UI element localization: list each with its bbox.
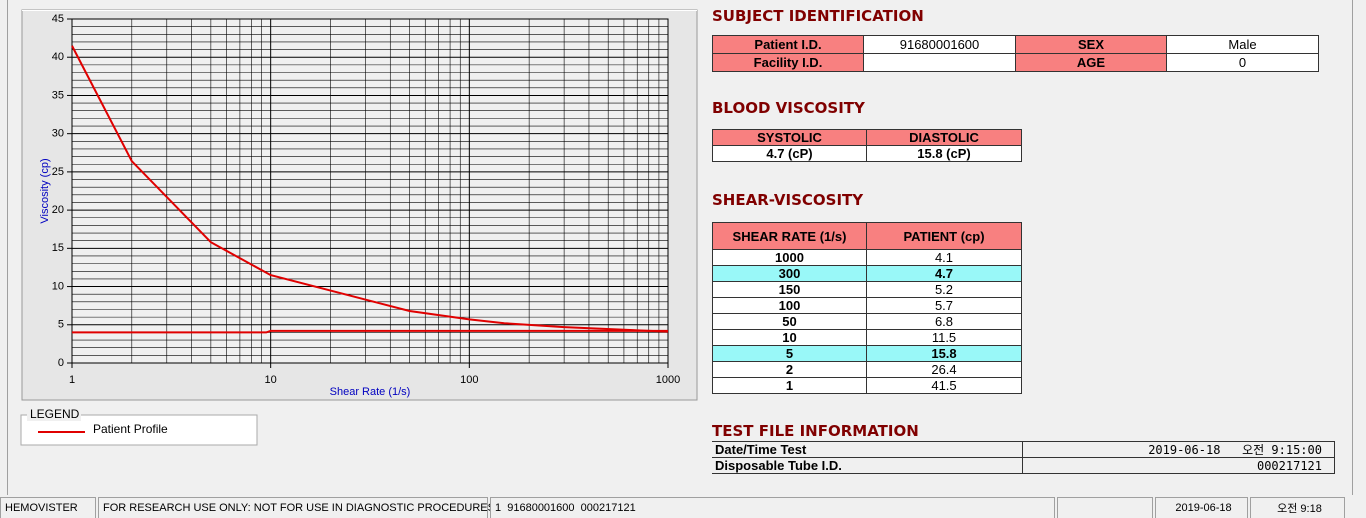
y-tick-label: 15 [52,242,64,254]
section-title: SUBJECT IDENTIFICATION [712,7,924,25]
y-tick-label: 5 [58,319,64,331]
y-tick-label: 0 [58,357,64,369]
legend-title: LEGEND [30,407,80,421]
section-title: TEST FILE INFORMATION [712,422,919,440]
column-header: SHEAR RATE (1/s) [712,222,867,250]
column-header: PATIENT (cp) [866,222,1022,250]
x-tick-label: 10 [265,374,277,386]
status-cell [1057,497,1153,518]
status-cell: 2019-06-18 [1155,497,1248,518]
info-value: 2019-06-18 오전 9:15:00 [1022,441,1335,458]
patient-viscosity: 11.5 [866,329,1022,346]
patient-viscosity: 4.1 [866,249,1022,266]
shear-rate: 100 [712,297,867,314]
shear-rate: 5 [712,345,867,362]
chart: Shear Rate (1/s) Viscosity (cp) LEGEND 0… [20,9,698,446]
legend-title-bg [27,409,81,421]
shear-rate: 2 [712,361,867,378]
field-value: Male [1166,35,1319,54]
field-label: Patient I.D. [712,35,864,54]
y-tick-label: 40 [52,51,64,63]
info-label: Date/Time Test [712,441,1023,458]
y-tick-label: 20 [52,204,64,216]
patient-viscosity: 5.2 [866,281,1022,298]
column-header: SYSTOLIC [712,129,867,146]
data-line [71,45,669,333]
status-cell: HEMOVISTER [0,497,96,518]
shear-rate: 150 [712,281,867,298]
section-title: SHEAR-VISCOSITY [712,191,864,209]
shear-rate: 10 [712,329,867,346]
info-label: Disposable Tube I.D. [712,457,1023,474]
patient-viscosity: 15.8 [866,345,1022,362]
y-axis-title: Viscosity (cp) [39,158,51,223]
shear-rate: 300 [712,265,867,282]
x-tick-label: 1 [69,374,75,386]
y-tick-label: 25 [52,166,64,178]
y-tick-label: 10 [52,280,64,292]
plot-area [72,19,668,363]
status-cell: FOR RESEARCH USE ONLY: NOT FOR USE IN DI… [98,497,495,518]
right-edge [1352,0,1353,495]
field-value [863,53,1016,72]
patient-viscosity: 41.5 [866,377,1022,394]
x-tick-label: 1000 [656,374,680,386]
legend-label: Patient Profile [93,422,168,436]
plot-frame [71,18,669,364]
viscosity-value: 4.7 (cP) [712,145,867,162]
info-value: 000217121 [1022,457,1335,474]
section-title: BLOOD VISCOSITY [712,99,865,117]
shear-rate: 50 [712,313,867,330]
column-header: DIASTOLIC [866,129,1022,146]
field-value: 91680001600 [863,35,1016,54]
data-line [72,329,668,334]
y-tick-label: 45 [52,13,64,25]
y-tick-label: 30 [52,128,64,140]
field-label: SEX [1015,35,1167,54]
status-cell: 오전 9:18 [1250,497,1345,518]
patient-viscosity: 26.4 [866,361,1022,378]
field-label: Facility I.D. [712,53,864,72]
patient-viscosity: 5.7 [866,297,1022,314]
viscosity-value: 15.8 (cP) [866,145,1022,162]
field-label: AGE [1015,53,1167,72]
patient-viscosity: 4.7 [866,265,1022,282]
patient-viscosity: 6.8 [866,313,1022,330]
left-edge [7,0,8,495]
shear-rate: 1000 [712,249,867,266]
y-tick-label: 35 [52,89,64,101]
field-value: 0 [1166,53,1319,72]
status-cell: 1 91680001600 000217121 [490,497,1055,518]
shear-rate: 1 [712,377,867,394]
x-axis-title: Shear Rate (1/s) [330,386,411,398]
x-tick-label: 100 [460,374,478,386]
